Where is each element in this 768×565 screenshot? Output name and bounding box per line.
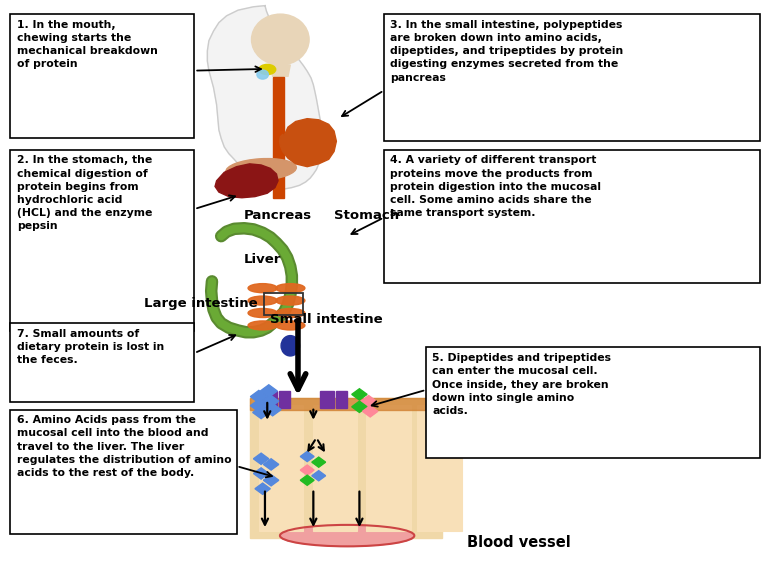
Polygon shape [280, 119, 336, 167]
Bar [10, 323, 194, 402]
Polygon shape [253, 468, 269, 479]
Ellipse shape [248, 296, 277, 305]
Bar [250, 398, 442, 410]
Ellipse shape [276, 308, 305, 318]
Ellipse shape [251, 14, 309, 65]
Bar [259, 405, 303, 531]
Bar [10, 150, 194, 331]
Ellipse shape [276, 296, 305, 305]
Bar [384, 150, 760, 282]
Text: 3. In the small intestine, polypeptides
are broken down into amino acids,
dipept: 3. In the small intestine, polypeptides … [390, 20, 624, 82]
Text: Large intestine: Large intestine [144, 297, 258, 311]
Polygon shape [215, 164, 278, 198]
Bar [263, 391, 277, 408]
Ellipse shape [276, 321, 305, 330]
Polygon shape [263, 459, 279, 470]
Polygon shape [352, 389, 367, 400]
Text: 5. Dipeptides and tripeptides
can enter the mucosal cell.
Once inside, they are : 5. Dipeptides and tripeptides can enter … [432, 353, 611, 416]
Ellipse shape [248, 284, 277, 293]
Polygon shape [263, 475, 279, 486]
Polygon shape [361, 396, 376, 407]
Bar [384, 14, 760, 141]
Text: Stomach: Stomach [334, 209, 399, 223]
Text: 7. Small amounts of
dietary protein is lost in
the feces.: 7. Small amounts of dietary protein is l… [17, 329, 164, 365]
Text: Pancreas: Pancreas [244, 209, 313, 223]
Bar [250, 398, 442, 538]
Polygon shape [262, 395, 279, 407]
Ellipse shape [259, 64, 276, 75]
Ellipse shape [226, 159, 296, 180]
Ellipse shape [257, 70, 269, 79]
Polygon shape [250, 399, 267, 412]
Text: Small intestine: Small intestine [270, 312, 383, 326]
Bar [313, 405, 357, 531]
Bar [366, 405, 411, 531]
Text: Liver: Liver [244, 253, 282, 267]
Polygon shape [352, 401, 367, 412]
Bar [336, 391, 347, 408]
Ellipse shape [248, 308, 277, 318]
Polygon shape [300, 451, 314, 462]
Text: 1. In the mouth,
chewing starts the
mechanical breakdown
of protein: 1. In the mouth, chewing starts the mech… [17, 20, 157, 69]
Polygon shape [207, 6, 323, 189]
Polygon shape [260, 385, 277, 397]
Bar [10, 410, 237, 534]
Polygon shape [264, 403, 281, 416]
Polygon shape [300, 475, 314, 485]
Bar [264, 293, 303, 315]
Bar [320, 391, 334, 408]
Polygon shape [312, 471, 326, 481]
Bar [426, 347, 760, 458]
Bar [279, 391, 290, 408]
Polygon shape [253, 453, 269, 464]
Polygon shape [273, 77, 284, 198]
Text: Blood vessel: Blood vessel [467, 535, 571, 550]
Polygon shape [253, 406, 270, 419]
Polygon shape [300, 465, 314, 475]
Ellipse shape [276, 284, 305, 293]
Polygon shape [270, 65, 290, 76]
Ellipse shape [248, 321, 277, 330]
Polygon shape [362, 406, 378, 417]
Polygon shape [250, 390, 267, 403]
Ellipse shape [281, 336, 300, 356]
Text: 6. Amino Acids pass from the
mucosal cell into the blood and
travel to the liver: 6. Amino Acids pass from the mucosal cel… [17, 415, 231, 478]
Polygon shape [255, 483, 270, 494]
Polygon shape [312, 457, 326, 467]
Bar [10, 14, 194, 138]
Text: 2. In the stomach, the
chemical digestion of
protein begins from
hydrochloric ac: 2. In the stomach, the chemical digestio… [17, 155, 152, 232]
Text: 4. A variety of different transport
proteins move the products from
protein dige: 4. A variety of different transport prot… [390, 155, 601, 218]
Bar [417, 405, 462, 531]
Ellipse shape [280, 525, 415, 546]
